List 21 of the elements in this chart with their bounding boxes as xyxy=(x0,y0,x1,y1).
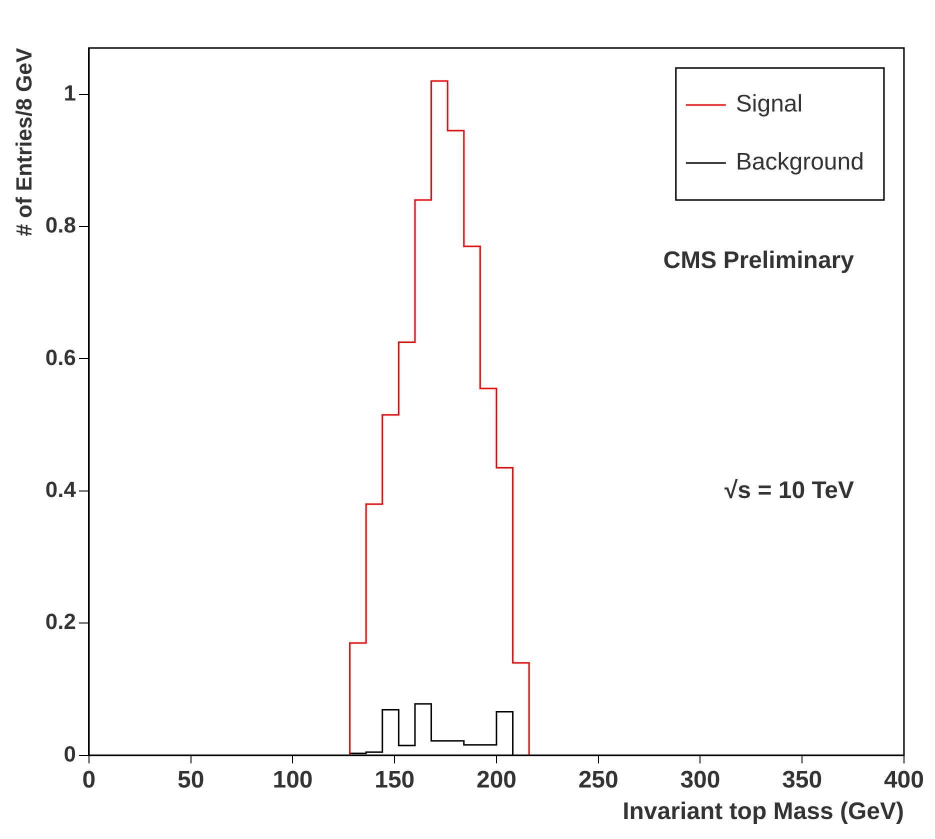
y-tick-label: 0 xyxy=(64,741,76,766)
legend-label: Background xyxy=(736,148,864,176)
x-tick-label: 0 xyxy=(82,766,96,794)
x-tick-label: 200 xyxy=(476,766,517,794)
legend-label: Signal xyxy=(736,90,803,118)
y-tick-label: 1 xyxy=(64,80,76,106)
annotation: √s = 10 TeV xyxy=(724,477,854,504)
x-tick-label: 400 xyxy=(884,766,924,794)
y-tick-label: 0.8 xyxy=(45,212,76,238)
y-tick-label: 0.6 xyxy=(45,344,76,370)
annotation: CMS Preliminary xyxy=(663,247,855,274)
y-tick-label: 0.4 xyxy=(45,477,77,502)
x-tick-label: 250 xyxy=(578,766,618,794)
x-axis-title: Invariant top Mass (GeV) xyxy=(622,798,904,826)
x-tick-label: 50 xyxy=(178,766,204,794)
x-tick-label: 150 xyxy=(374,766,415,794)
x-tick-label: 300 xyxy=(680,766,720,794)
y-tick-label: 0.2 xyxy=(45,609,76,634)
x-tick-label: 100 xyxy=(272,766,313,794)
y-axis-title: # of Entries/8 GeV xyxy=(11,48,36,236)
x-tick-label: 350 xyxy=(782,766,822,794)
